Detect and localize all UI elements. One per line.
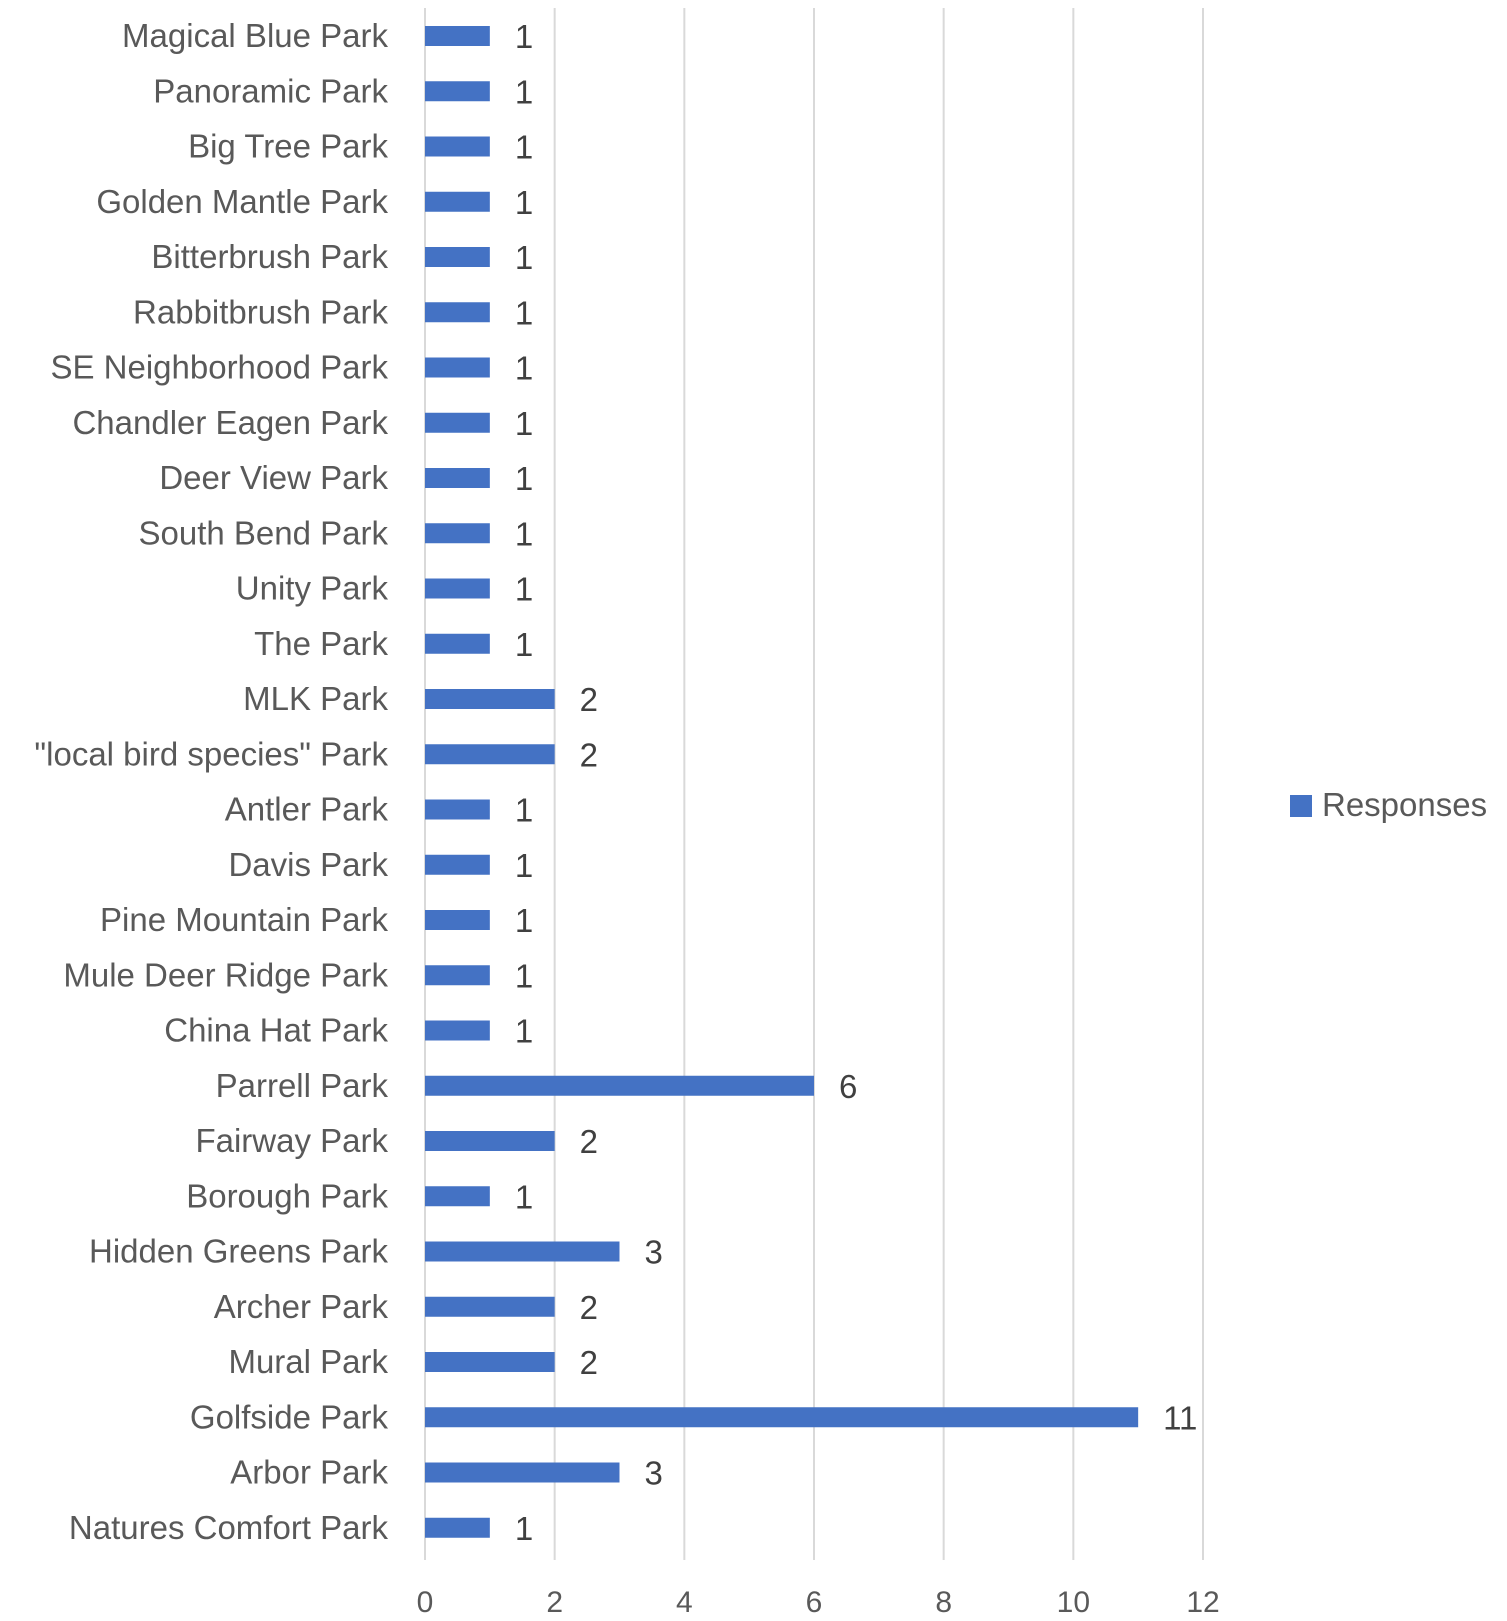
bar [425,1463,620,1483]
data-label: 3 [645,1455,663,1492]
data-label: 1 [515,460,533,497]
data-label: 1 [515,184,533,221]
category-label: Big Tree Park [188,128,388,165]
data-label: 1 [515,73,533,110]
x-tick-label: 2 [546,1586,563,1619]
category-label: China Hat Park [164,1012,388,1049]
data-label: 1 [515,129,533,166]
bar [425,1242,620,1262]
category-axis-labels: Magical Blue Park Panoramic Park Big Tree … [34,17,388,1546]
bar [425,910,490,930]
legend: Responses [1290,786,1487,823]
category-label: Pine Mountain Park [100,901,388,938]
bar [425,247,490,267]
x-tick-label: 4 [676,1586,693,1619]
data-label: 1 [515,294,533,331]
bar [425,302,490,322]
x-tick-label: 8 [935,1586,952,1619]
data-label: 1 [515,1510,533,1547]
data-label: 1 [515,571,533,608]
category-label: Arbor Park [230,1454,388,1491]
data-label: 2 [580,1289,598,1326]
category-label: MLK Park [243,680,388,717]
data-label: 3 [645,1234,663,1271]
bar [425,1518,490,1538]
data-label: 1 [515,405,533,442]
data-label: 6 [839,1068,857,1105]
data-label: 2 [580,1344,598,1381]
data-label: 1 [515,350,533,387]
category-label: Mural Park [228,1343,388,1380]
bar [425,523,490,543]
category-label: Deer View Park [159,459,388,496]
bar [425,1297,555,1317]
category-label: Golfside Park [190,1398,389,1435]
data-label: 1 [515,902,533,939]
bar [425,1076,814,1096]
category-label: Rabbitbrush Park [133,293,388,330]
data-label: 2 [580,1123,598,1160]
bar [425,855,490,875]
data-label: 2 [580,681,598,718]
bar [425,468,490,488]
data-label: 1 [515,792,533,829]
category-label: Panoramic Park [153,72,388,109]
category-label: Antler Park [225,791,389,828]
category-label: Davis Park [228,846,388,883]
x-tick-label: 0 [417,1586,434,1619]
legend-swatch-responses [1290,795,1312,817]
data-label: 1 [515,626,533,663]
bar [425,26,490,46]
category-label: Archer Park [214,1288,389,1325]
bar [425,634,490,654]
category-label: SE Neighborhood Park [50,349,388,386]
bar [425,137,490,157]
category-label: Bitterbrush Park [151,238,388,275]
category-label: Hidden Greens Park [89,1233,388,1270]
data-label: 1 [515,18,533,55]
bar [425,965,490,985]
category-label: South Bend Park [139,514,389,551]
bar [425,1186,490,1206]
data-label: 1 [515,1178,533,1215]
bar [425,358,490,378]
vertical-gridlines [425,8,1203,1560]
x-tick-label: 10 [1057,1586,1090,1619]
category-label: Natures Comfort Park [69,1509,389,1546]
data-label: 1 [515,515,533,552]
bar [425,800,490,820]
bar [425,579,490,599]
category-label: Fairway Park [195,1122,388,1159]
bar [425,1131,555,1151]
category-label: "local bird species" Park [34,735,388,772]
data-label: 1 [515,1013,533,1050]
category-label: Chandler Eagen Park [72,404,388,441]
bar [425,413,490,433]
data-label: 1 [515,239,533,276]
bar [425,1407,1138,1427]
category-label: Unity Park [236,570,389,607]
bar [425,1021,490,1041]
category-label: Parrell Park [216,1067,389,1104]
bar [425,744,555,764]
bar [425,1352,555,1372]
value-axis-tick-labels: 0 2 4 6 8 10 12 [417,1586,1220,1619]
x-tick-label: 12 [1186,1586,1219,1619]
x-tick-label: 6 [806,1586,823,1619]
category-label: Borough Park [186,1177,388,1214]
bar [425,689,555,709]
category-label: Mule Deer Ridge Park [63,956,388,993]
bar [425,192,490,212]
category-label: Magical Blue Park [122,17,388,54]
data-label: 2 [580,736,598,773]
data-label: 11 [1163,1399,1197,1436]
data-label: 1 [515,957,533,994]
legend-label-responses: Responses [1322,786,1487,823]
bar [425,81,490,101]
data-label: 1 [515,847,533,884]
category-label: Golden Mantle Park [96,183,388,220]
category-label: The Park [254,625,388,662]
